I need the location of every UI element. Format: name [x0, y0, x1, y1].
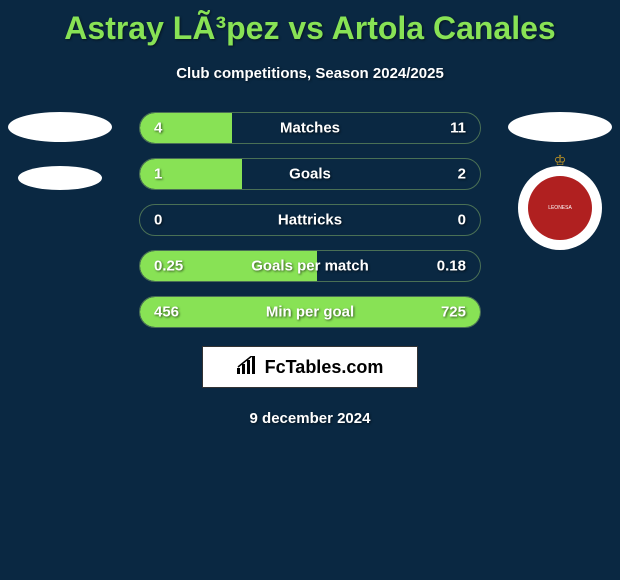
stat-value-left: 0.25 [154, 258, 183, 275]
stat-row-matches: 4 Matches 11 [139, 112, 481, 144]
branding-badge: FcTables.com [202, 346, 418, 388]
chart-icon [237, 356, 259, 379]
stat-value-right: 2 [458, 166, 466, 183]
stat-value-right: 0 [458, 212, 466, 229]
stat-value-right: 725 [441, 304, 466, 321]
stat-row-goals: 1 Goals 2 [139, 158, 481, 190]
stat-label: Matches [280, 120, 340, 137]
player-avatar-placeholder [8, 112, 112, 142]
stat-label: Goals [289, 166, 331, 183]
stat-value-left: 4 [154, 120, 162, 137]
stat-label: Hattricks [278, 212, 342, 229]
stat-label: Min per goal [266, 304, 354, 321]
crown-icon: ♔ [554, 152, 567, 169]
club-badge-inner: LEONESA [528, 176, 592, 240]
stat-value-left: 456 [154, 304, 179, 321]
stat-value-left: 0 [154, 212, 162, 229]
stat-row-goals-per-match: 0.25 Goals per match 0.18 [139, 250, 481, 282]
page-title: Astray LÃ³pez vs Artola Canales [0, 0, 620, 47]
comparison-content: ♔ LEONESA 4 Matches 11 1 Goals 2 0 Hattr… [0, 112, 620, 427]
stat-row-hattricks: 0 Hattricks 0 [139, 204, 481, 236]
stat-value-right: 11 [450, 120, 466, 137]
stat-value-right: 0.18 [437, 258, 466, 275]
branding-text: FcTables.com [265, 357, 384, 378]
date-text: 9 december 2024 [0, 410, 620, 427]
stat-label: Goals per match [251, 258, 369, 275]
subtitle: Club competitions, Season 2024/2025 [0, 65, 620, 82]
club-badge-right: ♔ LEONESA [518, 166, 602, 250]
right-player-column: ♔ LEONESA [508, 112, 612, 250]
left-player-column [8, 112, 112, 190]
stat-row-min-per-goal: 456 Min per goal 725 [139, 296, 481, 328]
stats-bars: 4 Matches 11 1 Goals 2 0 Hattricks 0 0.2… [139, 112, 481, 328]
player-avatar-placeholder [508, 112, 612, 142]
stat-value-left: 1 [154, 166, 162, 183]
club-logo-placeholder [18, 166, 102, 190]
club-name-text: LEONESA [548, 206, 572, 211]
